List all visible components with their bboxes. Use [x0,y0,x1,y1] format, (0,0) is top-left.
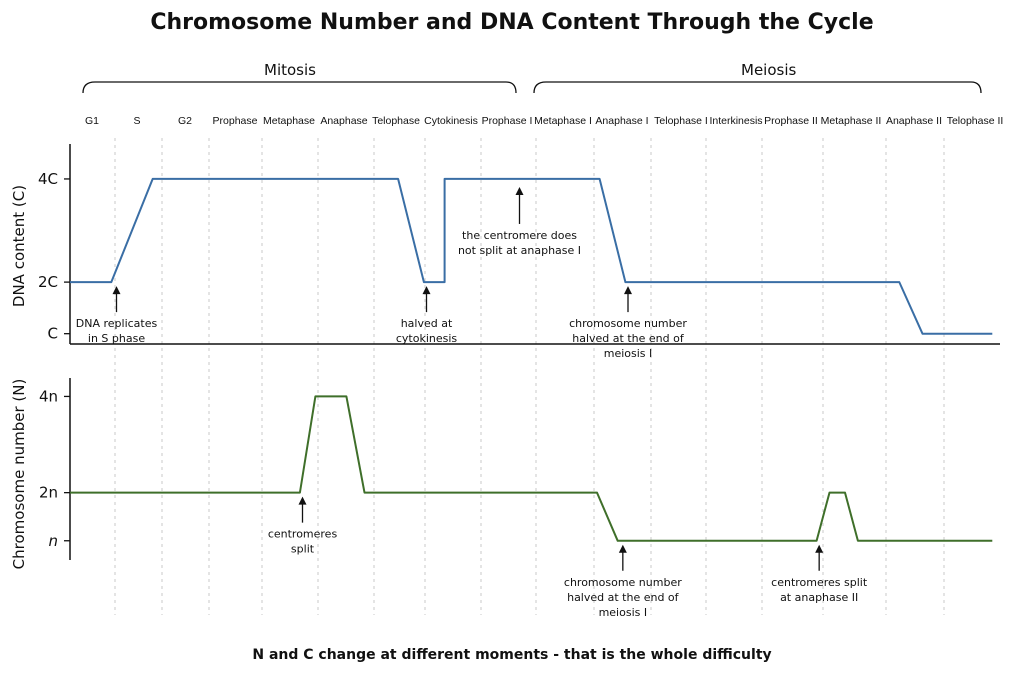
phase-label-prophase: Prophase [213,115,258,127]
annotation-arrowhead [515,186,524,195]
annotation-text-line: split [291,543,315,556]
annotation-text-line: DNA replicates [76,317,158,330]
annotation-text-line: centromeres split [771,576,868,589]
dna-content-panel: DNA content (C) 4C 2C C DNA replicates in S p… [10,144,1000,360]
chrom-annotation-0: centromeres split [268,496,338,556]
chrom-y-axis-label: Chromosome number (N) [10,379,28,570]
phase-gridlines [114,138,945,615]
phase-label-telophase-ii: Telophase II [947,115,1004,127]
annotation-arrowhead [618,544,627,553]
meiosis-group-label: Meiosis [741,61,797,79]
annotation-text-line: chromosome number [569,317,687,330]
mitosis-brace [82,81,517,94]
annotation-text-line: centromeres [268,528,338,541]
annotation-text-line: halved at [401,317,453,330]
dna-annotation-3: chromosome number halved at the end of mei… [569,286,687,360]
phase-label-anaphase: Anaphase [320,115,367,127]
phase-label-g2: G2 [178,115,192,127]
group-braces [82,81,982,94]
dna-y-tick-label-c: C [48,325,58,343]
annotation-text-line: the centromere does [462,229,577,242]
chrom-y-tick-label-2n: 2n [39,484,58,502]
chrom-annotation-2: centromeres split at anaphase II [771,544,868,604]
annotation-text-line: in S phase [88,332,145,345]
phase-labels: G1 S G2 Prophase Metaphase Anaphase Telophase C… [85,115,1003,127]
phase-label-interkinesis: Interkinesis [709,115,762,127]
dna-annotation-2: the centromere does not split at anaphase… [458,186,581,257]
annotation-text-line: meiosis I [599,606,648,619]
dna-y-axis-label: DNA content (C) [10,185,28,307]
chart-title: Chromosome Number and DNA Content Throug… [150,10,874,35]
meiosis-brace [533,81,982,94]
annotation-text-line: chromosome number [564,576,682,589]
annotation-arrowhead [422,286,431,295]
phase-label-prophase-ii: Prophase II [764,115,818,127]
dna-annotation-1: halved at cytokinesis [396,286,458,345]
phase-label-cytokinesis: Cytokinesis [424,115,478,127]
annotation-text-line: not split at anaphase I [458,244,581,257]
phase-label-telophase: Telophase [372,115,420,127]
annotation-text-line: cytokinesis [396,332,458,345]
dna-series-line [70,177,993,335]
dna-annotation-0: DNA replicates in S phase [76,286,158,345]
annotation-text-line: at anaphase II [780,591,858,604]
phase-label-g1: G1 [85,115,99,127]
annotation-text-line: meiosis I [604,347,653,360]
phase-label-prophase-i: Prophase I [482,115,533,127]
dna-y-tick-label-4c: 4C [38,170,58,188]
annotation-arrowhead [112,286,121,295]
dna-y-tick-label-2c: 2C [38,273,58,291]
chromosome-number-panel: Chromosome number (N) 4n 2n n centromeres spl… [10,378,993,619]
annotation-arrowhead [624,286,632,295]
annotation-text-line: halved at the end of [567,591,680,604]
chrom-annotation-1: chromosome number halved at the end of mei… [564,544,682,619]
chrom-y-tick-label-n: n [48,532,58,550]
annotation-arrowhead [815,544,824,553]
chrom-y-tick-label-4n: 4n [39,387,58,405]
phase-label-anaphase-ii: Anaphase II [886,115,942,127]
phase-label-telophase-i: Telophase I [654,115,708,127]
annotation-text-line: halved at the end of [572,332,685,345]
phase-label-metaphase: Metaphase [263,115,315,127]
chrom-series-line [70,395,993,542]
phase-label-metaphase-i: Metaphase I [534,115,592,127]
phase-label-s: S [133,115,140,127]
phase-label-metaphase-ii: Metaphase II [821,115,882,127]
phase-label-anaphase-i: Anaphase I [595,115,648,127]
figure-caption: N and C change at different moments - th… [252,647,772,663]
mitosis-group-label: Mitosis [264,61,316,79]
annotation-arrowhead [298,496,307,505]
